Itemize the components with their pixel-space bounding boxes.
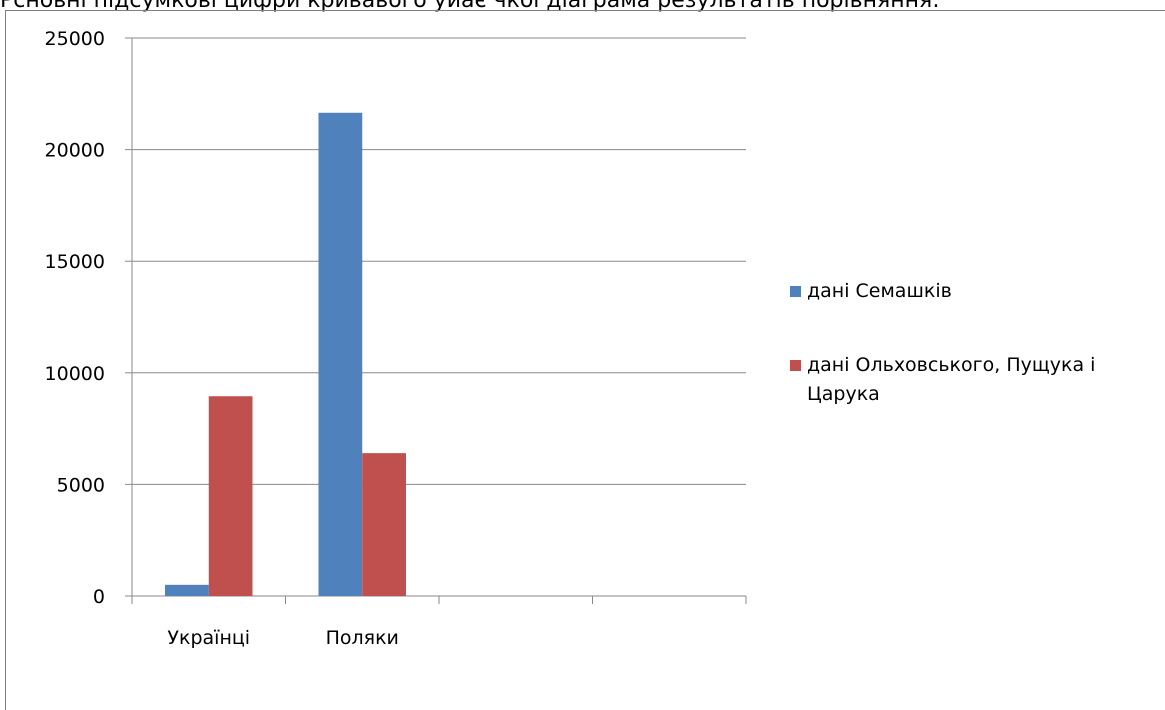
chart-frame [5, 10, 1165, 710]
y-tick-label: 5000 [57, 474, 105, 496]
legend-label-olkhovsky: дані Ольховського, Пущука і Царука [807, 354, 1096, 405]
chart-legend: дані Семашків дані Ольховського, Пущука … [790, 277, 1150, 454]
bar-series-2 [208, 396, 253, 596]
legend-swatch-semashko [790, 286, 801, 297]
y-tick-label: 10000 [45, 363, 105, 385]
y-tick-label: 0 [93, 586, 105, 608]
bar-series-1 [318, 112, 363, 596]
legend-item-semashko: дані Семашків [790, 277, 1150, 306]
y-tick-label: 15000 [45, 251, 105, 273]
page-caption: Рсновні підсумкові цифри кривавого уйає … [0, 0, 1165, 12]
legend-item-olkhovsky: дані Ольховського, Пущука і Царука [790, 351, 1150, 409]
x-tick-label: Українці [167, 627, 250, 649]
legend-swatch-olkhovsky [790, 360, 801, 371]
legend-label-semashko: дані Семашків [807, 280, 952, 302]
bar-chart: 0 5000 10000 15000 20000 25000 Українці Поляки [45, 28, 747, 649]
bar-series-2 [362, 453, 406, 596]
y-tick-label: 25000 [45, 28, 105, 50]
bar-series-1 [165, 584, 209, 596]
y-tick-label: 20000 [45, 140, 105, 162]
x-tick-label: Поляки [326, 627, 399, 649]
